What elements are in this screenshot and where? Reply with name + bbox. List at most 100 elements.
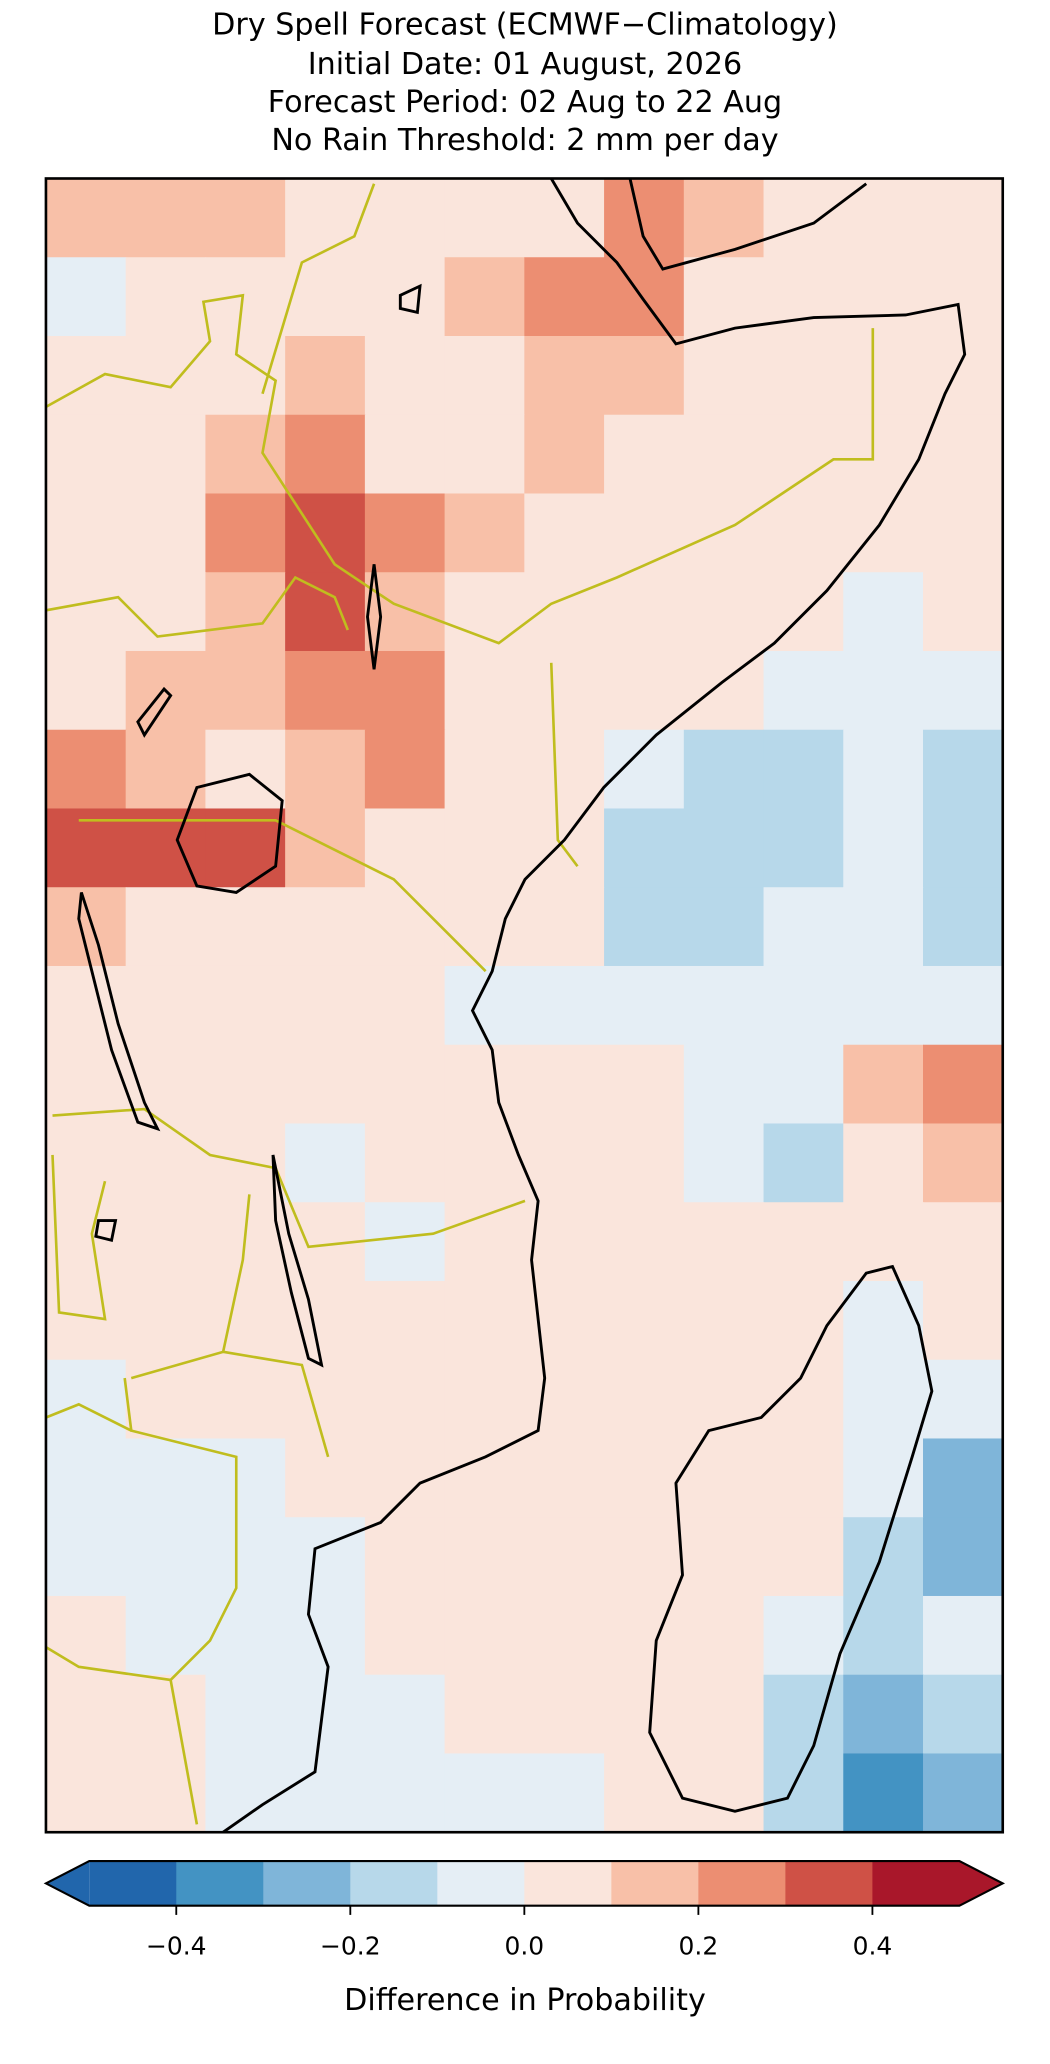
grid-cell (285, 572, 366, 652)
grid-cell (923, 1595, 1004, 1676)
grid-cell (843, 965, 924, 1046)
grid-cell (843, 1753, 924, 1833)
colorbar-tick-label: −0.4 (146, 1932, 207, 1961)
title-line: Forecast Period: 02 Aug to 22 Aug (268, 85, 782, 120)
grid-cell (125, 414, 207, 495)
title-line: Initial Date: 01 August, 2026 (308, 47, 743, 82)
grid-cell (763, 1202, 844, 1282)
grid-cell (205, 1438, 286, 1518)
grid-cell (604, 1517, 685, 1597)
grid-cell (45, 1123, 127, 1203)
grid-cell (45, 257, 127, 337)
grid-cell (683, 965, 765, 1046)
grid-cell (763, 493, 844, 573)
grid-cell (604, 493, 685, 573)
grid-cell (285, 1753, 366, 1833)
grid-cell (683, 414, 765, 495)
grid-cell (444, 493, 525, 573)
colorbar-label: Difference in Probability (344, 1983, 706, 2018)
grid-cell (45, 178, 127, 258)
grid-cell (444, 178, 525, 258)
grid-cell (604, 1753, 685, 1833)
grid-cell (604, 808, 685, 888)
grid-cell (364, 650, 446, 731)
grid-cell (763, 1123, 844, 1203)
grid-cell (763, 808, 844, 888)
grid-cell (923, 1359, 1004, 1440)
colorbar-bin (176, 1861, 264, 1906)
grid-cell (45, 1359, 127, 1440)
title-line: No Rain Threshold: 2 mm per day (271, 123, 778, 158)
grid-cell (923, 572, 1004, 652)
grid-cell (923, 1438, 1004, 1518)
grid-cell (364, 1280, 446, 1361)
grid-cell (524, 729, 605, 810)
grid-cell (205, 729, 286, 810)
colorbar-tick-label: 0.4 (853, 1932, 893, 1961)
grid-cell (125, 1123, 207, 1203)
colorbar-tick-label: 0.2 (679, 1932, 719, 1961)
grid-cell (205, 1753, 286, 1833)
grid-cell (285, 178, 366, 258)
grid-cell (683, 650, 765, 731)
grid-cell (205, 178, 286, 258)
grid-cell (763, 1595, 844, 1676)
grid-cell (843, 414, 924, 495)
grid-cell (843, 1438, 924, 1518)
grid-cell (45, 414, 127, 495)
grid-cell (923, 1517, 1004, 1597)
grid-cell (524, 1517, 605, 1597)
grid-cell (763, 887, 844, 967)
grid-cell (923, 1280, 1004, 1361)
colorbar-bin (89, 1861, 177, 1906)
grid-cell (683, 729, 765, 810)
grid-cell (364, 335, 446, 416)
grid-cell (125, 1753, 207, 1833)
coastlines (77, 177, 967, 1834)
grid-cell (285, 808, 366, 888)
colorbar-bin (611, 1861, 699, 1906)
grid-cell (364, 493, 446, 573)
coastline (628, 178, 868, 271)
grid-cell (444, 257, 525, 337)
grid-cell (923, 887, 1004, 967)
grid-cell (364, 1044, 446, 1125)
grid-cell (285, 414, 366, 495)
grid-cell (444, 887, 525, 967)
grid-cell (763, 178, 844, 258)
grid-cell (45, 1438, 127, 1518)
grid-cell (444, 1517, 525, 1597)
colorbar: −0.4 −0.2 0.0 0.2 0.4 (43, 1860, 1006, 1961)
grid-cell (524, 493, 605, 573)
lake (136, 686, 173, 738)
grid-cell (763, 414, 844, 495)
grid-cell (205, 1517, 286, 1597)
border (45, 575, 350, 638)
grid-cell (604, 1438, 685, 1518)
grid-cell (285, 1123, 366, 1203)
lake (77, 892, 161, 1132)
grid-cell (524, 1674, 605, 1755)
grid-cell (524, 1753, 605, 1833)
grid-cell (45, 887, 127, 967)
grid-cell (125, 572, 207, 652)
grid-cell (923, 257, 1004, 337)
border (169, 1679, 199, 1825)
grid-cell (604, 414, 685, 495)
grid-cell (763, 965, 844, 1046)
grid-cell (683, 887, 765, 967)
grid-cell (763, 335, 844, 416)
colorbar-tick-label: 0.0 (505, 1932, 545, 1961)
grid-cell (843, 257, 924, 337)
grid-cell (524, 572, 605, 652)
grid-cell (524, 887, 605, 967)
grid-cell (524, 414, 605, 495)
grid-cell (205, 414, 286, 495)
grid-cell (604, 1359, 685, 1440)
grid-cell (444, 808, 525, 888)
grid-cell (683, 1123, 765, 1203)
colorbar-bin (785, 1861, 873, 1906)
grid-cell (524, 965, 605, 1046)
grid-cell (45, 808, 127, 888)
grid-cell (364, 414, 446, 495)
